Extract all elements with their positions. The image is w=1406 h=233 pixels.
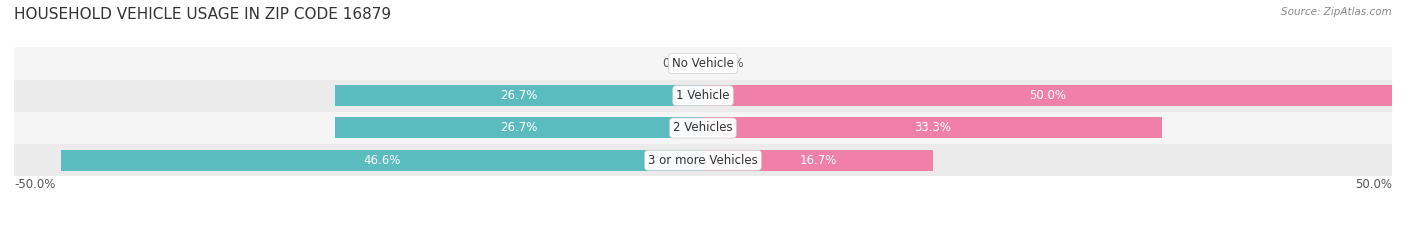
Text: 2 Vehicles: 2 Vehicles xyxy=(673,121,733,134)
Text: 3 or more Vehicles: 3 or more Vehicles xyxy=(648,154,758,167)
Text: -50.0%: -50.0% xyxy=(14,178,55,191)
Text: 26.7%: 26.7% xyxy=(501,89,537,102)
Text: 0.0%: 0.0% xyxy=(662,57,692,70)
Text: HOUSEHOLD VEHICLE USAGE IN ZIP CODE 16879: HOUSEHOLD VEHICLE USAGE IN ZIP CODE 1687… xyxy=(14,7,391,22)
Bar xyxy=(14,112,1392,144)
Bar xyxy=(14,47,1392,79)
Text: 0.0%: 0.0% xyxy=(714,57,744,70)
Bar xyxy=(335,85,703,106)
Bar xyxy=(14,79,1392,112)
Bar xyxy=(703,117,1161,138)
Text: 50.0%: 50.0% xyxy=(1029,89,1066,102)
Text: Source: ZipAtlas.com: Source: ZipAtlas.com xyxy=(1281,7,1392,17)
Text: 26.7%: 26.7% xyxy=(501,121,537,134)
Text: 16.7%: 16.7% xyxy=(800,154,837,167)
Bar xyxy=(335,117,703,138)
Text: No Vehicle: No Vehicle xyxy=(672,57,734,70)
Text: 46.6%: 46.6% xyxy=(363,154,401,167)
Bar xyxy=(60,150,703,171)
Text: 1 Vehicle: 1 Vehicle xyxy=(676,89,730,102)
Bar xyxy=(703,85,1392,106)
Legend: Owner-occupied, Renter-occupied: Owner-occupied, Renter-occupied xyxy=(572,230,834,233)
Bar xyxy=(703,150,934,171)
Text: 33.3%: 33.3% xyxy=(914,121,950,134)
Bar xyxy=(14,144,1392,176)
Text: 50.0%: 50.0% xyxy=(1355,178,1392,191)
